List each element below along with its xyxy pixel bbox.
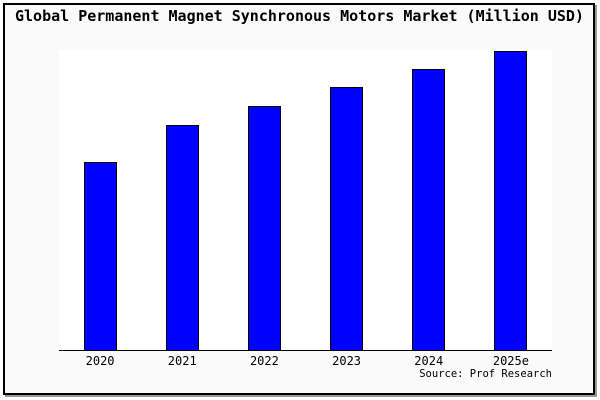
plot-area (59, 50, 552, 351)
x-tick-2021: 2021 (167, 354, 197, 368)
x-tick-2022: 2022 (249, 354, 279, 368)
x-tick-2020: 2020 (85, 354, 115, 368)
chart-frame: Global Permanent Magnet Synchronous Moto… (3, 3, 595, 395)
source-credit: Source: Prof Research (419, 368, 552, 380)
bar-2023 (330, 87, 364, 350)
bar-2021 (165, 125, 199, 350)
x-tick-2024: 2024 (414, 354, 444, 368)
chart-title: Global Permanent Magnet Synchronous Moto… (15, 7, 584, 25)
x-tick-2025e: 2025e (492, 354, 529, 368)
bar-2020 (83, 162, 117, 350)
bar-2025e (494, 51, 528, 350)
x-tick-2023: 2023 (332, 354, 362, 368)
x-axis-labels: 2020 2021 2022 2023 2024 2025e (59, 354, 552, 369)
bar-2022 (247, 106, 281, 350)
bar-2024 (412, 69, 446, 350)
